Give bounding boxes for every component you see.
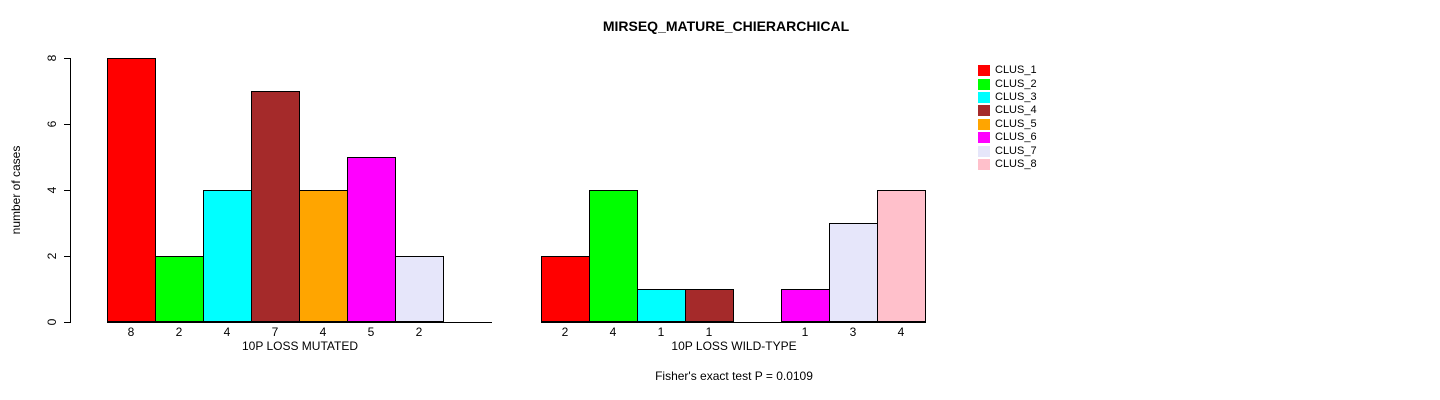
legend-label: CLUS_3 [995,90,1037,103]
legend-swatch-clus_4 [978,105,990,117]
bar-value-label: 3 [849,325,857,339]
y-axis-tick-label: 8 [45,54,59,62]
bar-value-label: 5 [367,325,375,339]
x-axis-baseline [107,322,492,323]
legend-item: CLUS_5 [978,118,1037,131]
y-axis-tick [64,190,70,191]
x-axis-title-mutated: 10P LOSS MUTATED [241,339,359,353]
legend-label: CLUS_5 [995,117,1037,130]
bar-value-label: 1 [705,325,713,339]
x-axis-title-wildtype: 10P LOSS WILD-TYPE [671,339,797,353]
legend-label: CLUS_2 [995,77,1037,90]
bar-clus_6 [781,289,830,322]
legend-swatch-clus_6 [978,132,990,144]
legend-label: CLUS_4 [995,104,1037,117]
bar-value-label: 2 [561,325,569,339]
y-axis-tick-label: 6 [45,120,59,128]
legend-label: CLUS_1 [995,64,1037,77]
chart-title: MIRSEQ_MATURE_CHIERARCHICAL [602,18,850,34]
bar-value-label: 7 [271,325,279,339]
x-axis-baseline [541,322,926,323]
y-axis-tick [64,322,70,323]
bar-value-label: 4 [223,325,231,339]
legend-swatch-clus_3 [978,91,990,103]
bar-clus_6 [347,157,396,322]
bar-clus_4 [685,289,734,322]
y-axis-tick-label: 0 [45,318,59,326]
y-axis-line [70,58,71,323]
legend-item: CLUS_8 [978,158,1037,171]
y-axis-tick [64,256,70,257]
bar-value-label: 4 [609,325,617,339]
legend-swatch-clus_1 [978,65,990,77]
y-axis-tick [64,58,70,59]
bar-value-label: 4 [897,325,905,339]
legend-item: CLUS_3 [978,91,1037,104]
bar-value-label: 1 [801,325,809,339]
legend-item: CLUS_2 [978,77,1037,90]
legend-swatch-clus_8 [978,158,990,170]
legend: CLUS_1 CLUS_2 CLUS_3 CLUS_4 CLUS_5 CLUS_6 CLUS… [978,64,1037,171]
bar-clus_3 [203,190,252,322]
bar-clus_5 [299,190,348,322]
legend-swatch-clus_5 [978,118,990,130]
bar-clus_1 [541,256,590,322]
bar-value-label: 8 [127,325,135,339]
legend-item: CLUS_7 [978,144,1037,157]
legend-swatch-clus_7 [978,145,990,157]
legend-swatch-clus_2 [978,78,990,90]
bar-clus_2 [589,190,638,322]
y-axis-tick-label: 2 [45,252,59,260]
bar-value-label: 2 [415,325,423,339]
y-axis-tick-label: 4 [45,186,59,194]
bar-clus_1 [107,58,156,322]
fisher-test-annotation: Fisher's exact test P = 0.0109 [655,369,813,383]
bar-value-label: 1 [657,325,665,339]
bar-value-label: 2 [175,325,183,339]
bar-clus_8 [877,190,926,322]
legend-label: CLUS_7 [995,144,1037,157]
bar-clus_7 [829,223,878,322]
legend-item: CLUS_4 [978,104,1037,117]
legend-item: CLUS_1 [978,64,1037,77]
bar-value-label: 4 [319,325,327,339]
bar-clus_2 [155,256,204,322]
legend-label: CLUS_6 [995,131,1037,144]
bar-clus_3 [637,289,686,322]
y-axis-tick [64,124,70,125]
y-axis-title: number of cases [9,145,23,235]
legend-label: CLUS_8 [995,157,1037,170]
legend-item: CLUS_6 [978,131,1037,144]
bar-clus_4 [251,91,300,322]
bar-clus_7 [395,256,444,322]
